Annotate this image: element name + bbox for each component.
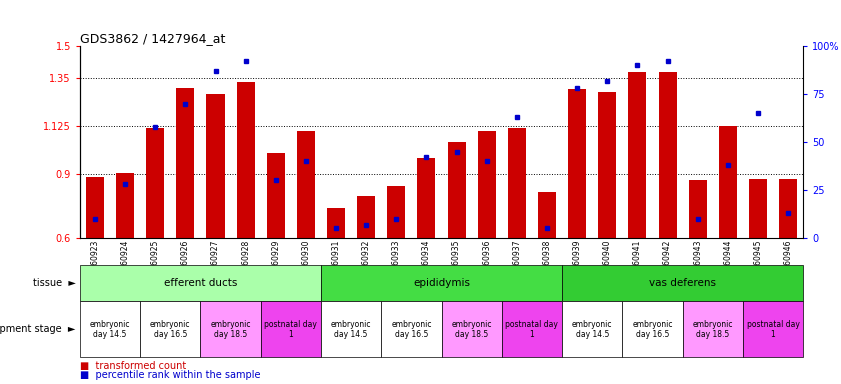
Bar	[447, 142, 466, 238]
Text: embryonic
day 18.5: embryonic day 18.5	[692, 319, 733, 339]
Text: embryonic
day 16.5: embryonic day 16.5	[632, 319, 673, 339]
Bar	[568, 89, 586, 238]
Text: postnatal day
1: postnatal day 1	[747, 319, 800, 339]
Bar	[387, 186, 405, 238]
Text: vas deferens: vas deferens	[649, 278, 717, 288]
Text: embryonic
day 16.5: embryonic day 16.5	[150, 319, 191, 339]
Bar	[357, 197, 375, 238]
Text: epididymis: epididymis	[413, 278, 470, 288]
Bar	[327, 208, 345, 238]
Text: development stage  ►: development stage ►	[0, 324, 76, 334]
Bar	[748, 179, 767, 238]
Bar	[236, 82, 255, 238]
Text: embryonic
day 16.5: embryonic day 16.5	[391, 319, 431, 339]
Text: postnatal day
1: postnatal day 1	[264, 319, 317, 339]
Text: embryonic
day 18.5: embryonic day 18.5	[452, 319, 492, 339]
Text: embryonic
day 18.5: embryonic day 18.5	[210, 319, 251, 339]
Bar	[779, 179, 797, 238]
Bar	[628, 72, 647, 238]
Bar	[297, 131, 315, 238]
Bar	[206, 94, 225, 238]
Bar	[478, 131, 495, 238]
Text: ■  percentile rank within the sample: ■ percentile rank within the sample	[80, 370, 261, 380]
Text: embryonic
day 14.5: embryonic day 14.5	[90, 319, 130, 339]
Bar	[659, 72, 676, 238]
Bar	[508, 128, 526, 238]
Bar	[177, 88, 194, 238]
Text: tissue  ►: tissue ►	[33, 278, 76, 288]
Bar	[689, 180, 706, 238]
Text: ■  transformed count: ■ transformed count	[80, 361, 186, 371]
Bar	[146, 128, 164, 238]
Text: embryonic
day 14.5: embryonic day 14.5	[572, 319, 612, 339]
Bar	[86, 177, 104, 238]
Bar	[267, 153, 285, 238]
Bar	[538, 192, 556, 238]
Bar	[719, 126, 737, 238]
Bar	[598, 92, 616, 238]
Bar	[116, 173, 134, 238]
Text: embryonic
day 14.5: embryonic day 14.5	[331, 319, 372, 339]
Text: postnatal day
1: postnatal day 1	[505, 319, 558, 339]
Text: efferent ducts: efferent ducts	[164, 278, 237, 288]
Bar	[417, 158, 436, 238]
Text: GDS3862 / 1427964_at: GDS3862 / 1427964_at	[80, 32, 225, 45]
